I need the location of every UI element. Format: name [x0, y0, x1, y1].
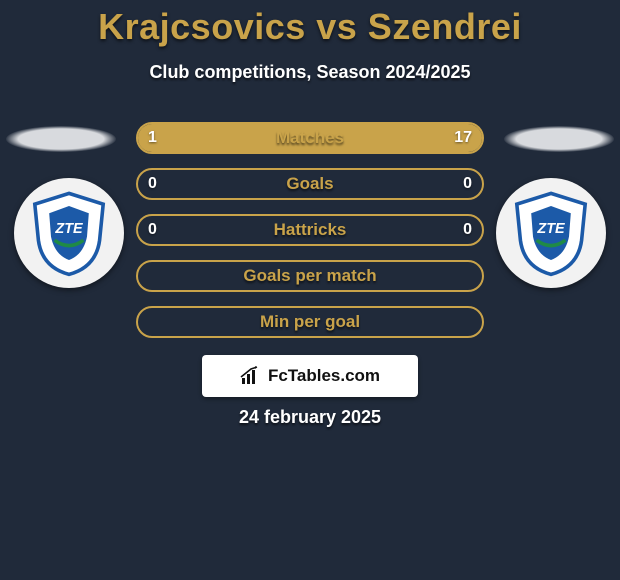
- team-logo-left: ZTE: [24, 188, 114, 278]
- stat-value-left: 0: [148, 170, 157, 198]
- stat-value-right: 17: [454, 124, 472, 152]
- stat-row: 1 Matches 17: [136, 122, 484, 154]
- date-text: 24 february 2025: [0, 407, 620, 428]
- stat-label: Goals per match: [243, 266, 376, 286]
- brand-chart-icon: [240, 366, 262, 386]
- svg-text:ZTE: ZTE: [536, 221, 565, 237]
- stat-row: 0 Goals 0: [136, 168, 484, 200]
- brand-box: FcTables.com: [202, 355, 418, 397]
- stat-value-left: 1: [148, 124, 157, 152]
- stat-value-left: 0: [148, 216, 157, 244]
- stat-label: Hattricks: [274, 220, 347, 240]
- page-title: Krajcsovics vs Szendrei: [0, 0, 620, 48]
- stat-value-right: 0: [463, 216, 472, 244]
- subtitle: Club competitions, Season 2024/2025: [0, 62, 620, 83]
- team-badge-right: ZTE: [496, 178, 606, 288]
- stat-row: Goals per match: [136, 260, 484, 292]
- team-logo-right: ZTE: [506, 188, 596, 278]
- player-shadow-right: [504, 126, 614, 152]
- stats-rows: 1 Matches 17 0 Goals 0 0 Hattricks 0 Goa…: [136, 122, 484, 352]
- player-shadow-left: [6, 126, 116, 152]
- brand-text: FcTables.com: [268, 366, 380, 386]
- svg-text:ZTE: ZTE: [54, 221, 83, 237]
- stat-row: Min per goal: [136, 306, 484, 338]
- stat-value-right: 0: [463, 170, 472, 198]
- stat-row: 0 Hattricks 0: [136, 214, 484, 246]
- stat-label: Matches: [276, 128, 344, 148]
- team-badge-left: ZTE: [14, 178, 124, 288]
- stat-label: Min per goal: [260, 312, 360, 332]
- stat-label: Goals: [286, 174, 333, 194]
